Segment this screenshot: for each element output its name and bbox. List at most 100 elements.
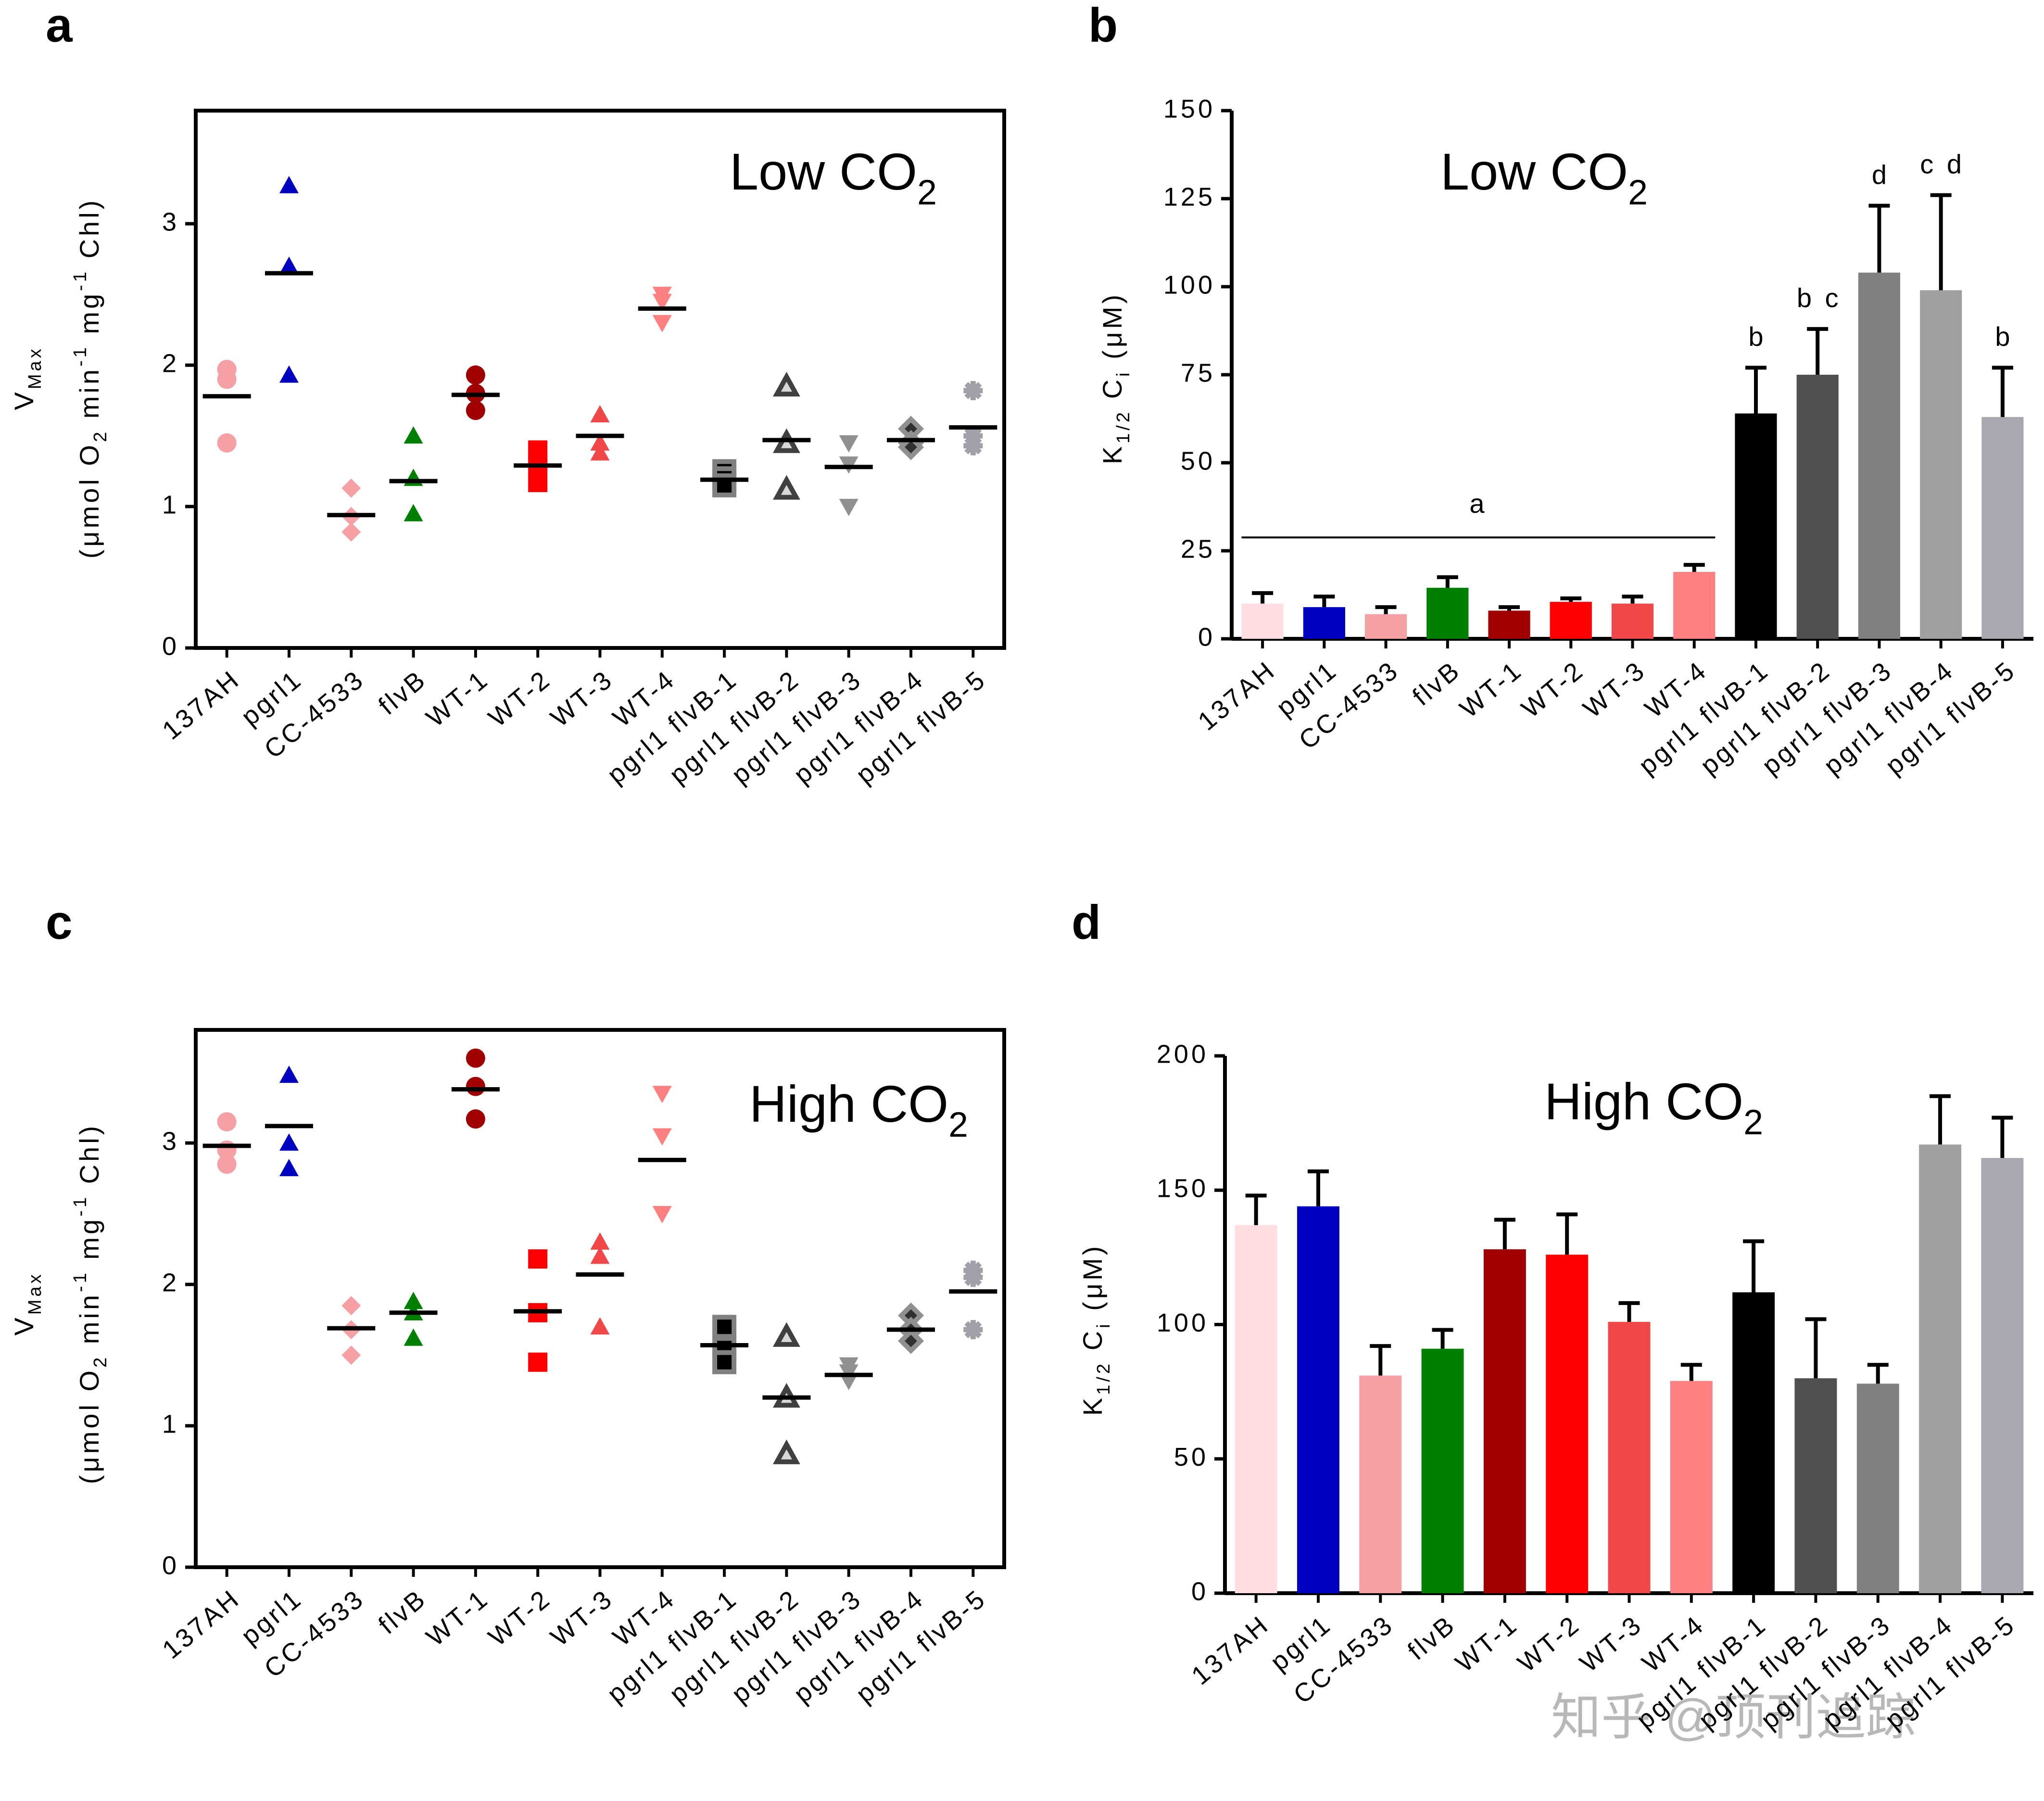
group-letter: a (1469, 488, 1487, 519)
point (897, 1328, 924, 1354)
error-bar (1432, 1328, 1453, 1349)
error-bar (1313, 595, 1335, 608)
bar (1359, 1375, 1402, 1593)
y-axis-label-part: 1/2 (1094, 1361, 1114, 1395)
error-bar (1930, 1094, 1951, 1145)
x-tick-label: 137AH (157, 664, 245, 745)
watermark: 知乎 @顶刊追踪 (1551, 1689, 1916, 1745)
x-tick-label: WT-1 (1454, 655, 1528, 723)
point (279, 365, 299, 383)
error-bar (1992, 1116, 2013, 1158)
point (404, 1328, 423, 1346)
x-tick-label: WT-1 (421, 1584, 494, 1652)
point (341, 522, 361, 542)
bar (1856, 1383, 1899, 1593)
x-tick-label: WT-3 (545, 664, 619, 733)
bar (1858, 272, 1901, 639)
point (772, 1439, 800, 1464)
y-tick-label: 50 (1181, 446, 1215, 475)
error-bar (1560, 596, 1582, 602)
y-tick-label: 125 (1163, 182, 1215, 211)
point (963, 426, 983, 446)
point (590, 1317, 610, 1335)
error-bar (1992, 366, 2013, 417)
bar (1981, 1158, 2024, 1593)
point (839, 1372, 858, 1390)
y-axis-label-part: min (74, 1292, 104, 1355)
y-axis-label-part: -1 (70, 269, 90, 291)
bar (1732, 1292, 1775, 1593)
bar (1608, 1321, 1651, 1593)
point (279, 1065, 299, 1083)
point (528, 473, 548, 493)
y-axis-label-part: (μmol O (74, 442, 104, 558)
point (217, 1154, 237, 1174)
point (963, 381, 983, 401)
bar (1421, 1348, 1464, 1593)
y-axis-label-part: mg (74, 1217, 104, 1270)
group-letter: b (1995, 321, 2013, 352)
x-tick-label: WT-1 (421, 664, 494, 733)
error-bar (1494, 1218, 1515, 1250)
y-axis-label-part: (μM) (1097, 292, 1127, 370)
bar (1241, 603, 1284, 639)
error-bar (1807, 327, 1829, 375)
point (652, 293, 672, 311)
error-bar (1867, 1363, 1889, 1384)
error-bar (1245, 1193, 1267, 1225)
y-tick-label: 0 (1198, 622, 1215, 651)
y-axis-label-part: min (74, 367, 104, 429)
bar (1735, 413, 1777, 639)
error-bar (1930, 193, 1952, 291)
annotation-part: High CO (749, 1075, 948, 1133)
x-tick-label: WT-2 (483, 664, 556, 733)
error-bar (1437, 575, 1458, 588)
point (590, 443, 610, 461)
y-tick-label: 100 (1163, 270, 1215, 299)
point (963, 1320, 983, 1340)
x-tick-label: WT-2 (1516, 655, 1590, 723)
error-bar (1618, 1301, 1640, 1322)
point (528, 1352, 548, 1372)
y-axis-label: K1/2 Ci (μM) (1077, 1243, 1114, 1416)
point (963, 1268, 983, 1287)
point (897, 434, 924, 460)
annotation-part: 2 (948, 1105, 968, 1144)
x-tick-label: 137AH (157, 1584, 245, 1664)
x-tick-label: WT-3 (545, 1584, 619, 1652)
error-bar (1805, 1317, 1827, 1379)
x-tick-label: WT-3 (1578, 655, 1652, 723)
bar (1550, 602, 1592, 639)
bar (1794, 1378, 1837, 1593)
y-axis-label: VMax (9, 346, 45, 410)
group-letter: c d (1920, 149, 1965, 179)
y-axis-label: (μmol O2 min-1 mg-1 Chl) (70, 1123, 111, 1484)
y-axis-label-part: 1/2 (1113, 409, 1134, 444)
point (466, 365, 485, 385)
point (963, 436, 983, 456)
annotation: Low CO2 (730, 142, 937, 213)
point (839, 499, 858, 517)
group-letter: b c (1797, 283, 1842, 313)
x-tick-label: WT-1 (1450, 1610, 1524, 1678)
bar (1920, 290, 1962, 639)
annotation-part: 2 (1628, 173, 1648, 212)
error-bar (1307, 1169, 1329, 1206)
y-axis-label: VMax (9, 1271, 45, 1335)
bar (1426, 587, 1469, 639)
point (466, 1048, 485, 1068)
y-axis-label-part: -1 (70, 344, 90, 367)
point (279, 176, 299, 193)
x-tick-label: WT-2 (483, 1584, 556, 1652)
point (590, 433, 610, 451)
point (652, 1128, 672, 1146)
group-letter: b (1748, 321, 1766, 352)
point (590, 1246, 610, 1264)
y-axis-label-part: Chl) (74, 1123, 104, 1194)
y-axis-label-part: K (1077, 1395, 1108, 1416)
y-axis-label-part: -1 (70, 1270, 90, 1292)
y-axis-label-part: 2 (90, 429, 111, 442)
y-tick-label: 2 (162, 1268, 179, 1297)
bar (1488, 610, 1530, 639)
